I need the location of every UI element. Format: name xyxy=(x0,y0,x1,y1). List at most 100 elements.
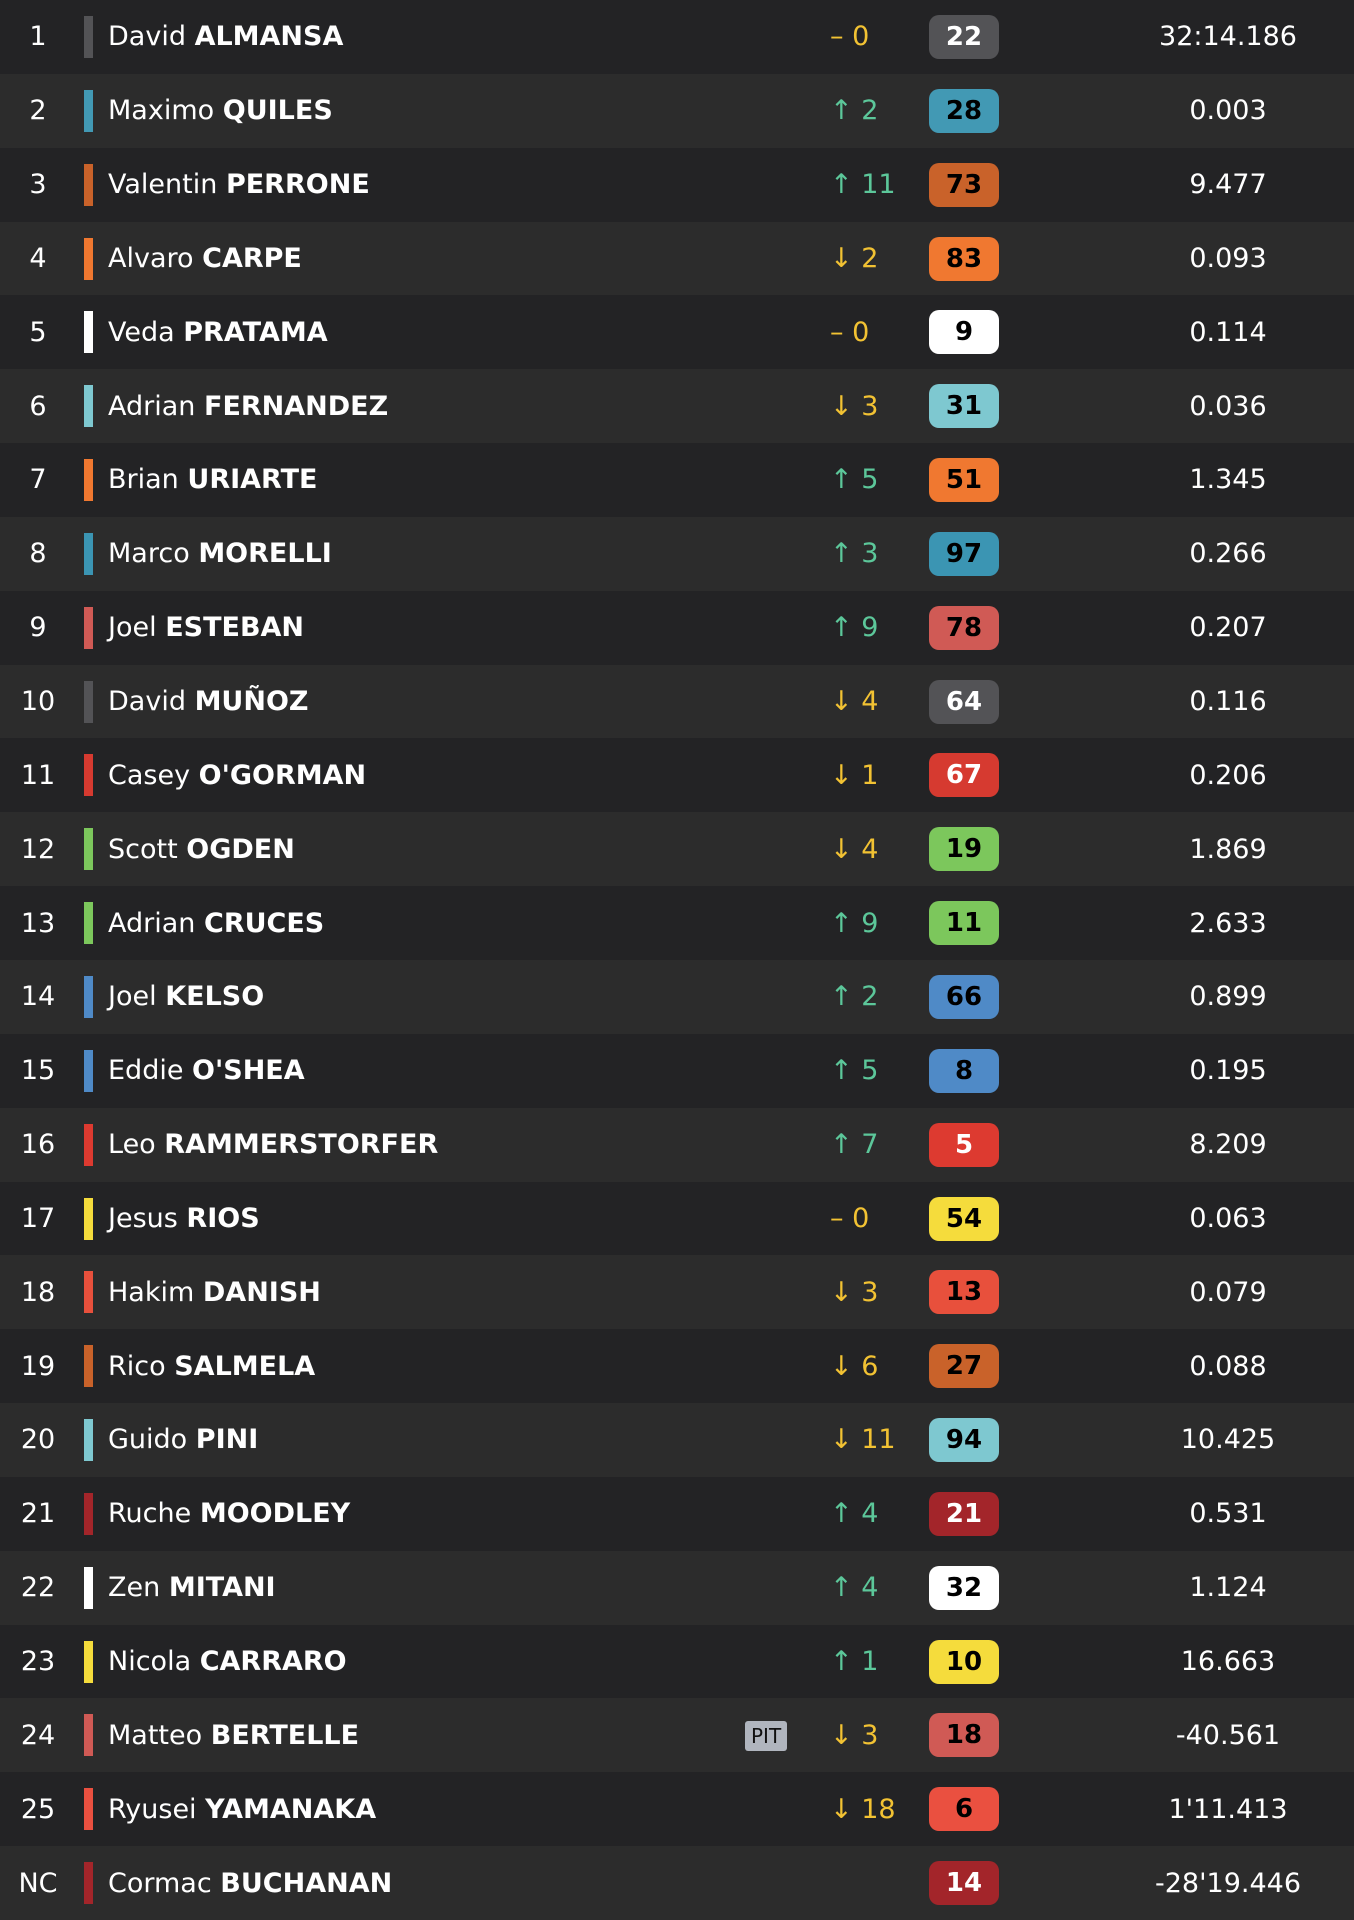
position: 17 xyxy=(20,1202,56,1234)
standings-row[interactable]: 10 David MUÑOZ ↓ 4 64 0.116 xyxy=(0,664,1354,739)
standings-row[interactable]: 8 Marco MORELLI ↑ 3 97 0.266 xyxy=(0,516,1354,591)
rider-name: Rico SALMELA xyxy=(108,1351,315,1382)
standings-row[interactable]: 13 Adrian CRUCES ↑ 9 11 2.633 xyxy=(0,886,1354,960)
standings-row[interactable]: 15 Eddie O'SHEA ↑ 5 8 0.195 xyxy=(0,1033,1354,1108)
change-value: 2 xyxy=(861,242,879,274)
change-value: 5 xyxy=(861,1055,879,1087)
gap-time: 0.036 xyxy=(1189,390,1267,422)
dash-icon: – xyxy=(830,1202,844,1234)
position-change: – 0 xyxy=(830,1203,869,1234)
standings-row[interactable]: 21 Ruche MOODLEY ↑ 4 21 0.531 xyxy=(0,1476,1354,1551)
standings-row[interactable]: 5 Veda PRATAMA – 0 9 0.114 xyxy=(0,295,1354,370)
standings-row[interactable]: 20 Guido PINI ↓ 11 94 10.425 xyxy=(0,1403,1354,1477)
gap-time: -40.561 xyxy=(1175,1719,1281,1751)
rider-name: Veda PRATAMA xyxy=(108,317,328,348)
position: 20 xyxy=(20,1424,56,1456)
first-name: Rico xyxy=(108,1350,166,1382)
standings-row[interactable]: 2 Maximo QUILES ↑ 2 28 0.003 xyxy=(0,73,1354,148)
arrow-up-icon: ↑ xyxy=(830,612,853,644)
first-name: Joel xyxy=(108,612,157,644)
team-color-bar xyxy=(84,311,93,354)
standings-row[interactable]: 22 Zen MITANI ↑ 4 32 1.124 xyxy=(0,1550,1354,1625)
position-change: – 0 xyxy=(830,317,869,348)
standings-row[interactable]: 3 Valentin PERRONE ↑ 11 73 9.477 xyxy=(0,147,1354,222)
rider-number-badge: 21 xyxy=(929,1491,999,1536)
standings-row[interactable]: 11 Casey O'GORMAN ↓ 1 67 0.206 xyxy=(0,738,1354,813)
standings-row[interactable]: 16 Leo RAMMERSTORFER ↑ 7 5 8.209 xyxy=(0,1107,1354,1182)
arrow-down-icon: ↓ xyxy=(830,1793,853,1825)
team-color-bar xyxy=(84,89,93,132)
last-name: PRATAMA xyxy=(183,316,328,348)
standings-row[interactable]: 19 Rico SALMELA ↓ 6 27 0.088 xyxy=(0,1329,1354,1404)
gap-time: 0.093 xyxy=(1189,242,1267,274)
last-name: CARPE xyxy=(202,242,302,274)
arrow-up-icon: ↑ xyxy=(830,538,853,570)
standings-row[interactable]: 14 Joel KELSO ↑ 2 66 0.899 xyxy=(0,959,1354,1034)
gap-time: 0.116 xyxy=(1189,686,1267,718)
change-value: 7 xyxy=(861,1129,879,1161)
position-change: ↑ 4 xyxy=(830,1572,878,1603)
first-name: Eddie xyxy=(108,1055,184,1087)
team-color-bar xyxy=(84,163,93,206)
standings-row[interactable]: 17 Jesus RIOS – 0 54 0.063 xyxy=(0,1181,1354,1256)
rider-number-badge: 54 xyxy=(929,1196,999,1241)
arrow-down-icon: ↓ xyxy=(830,1350,853,1382)
standings-row[interactable]: NC Cormac BUCHANAN 14 -28'19.446 xyxy=(0,1846,1354,1920)
arrow-up-icon: ↑ xyxy=(830,1645,853,1677)
last-name: YAMANAKA xyxy=(205,1793,377,1825)
arrow-down-icon: ↓ xyxy=(830,1424,853,1456)
gap-time: 0.899 xyxy=(1189,981,1267,1013)
last-name: SALMELA xyxy=(174,1350,316,1382)
rider-number-badge: 28 xyxy=(929,88,999,133)
gap-time: 0.079 xyxy=(1189,1276,1267,1308)
rider-number-badge: 32 xyxy=(929,1565,999,1610)
team-color-bar xyxy=(84,237,93,280)
rider-name: Hakim DANISH xyxy=(108,1277,321,1308)
position-change: ↑ 1 xyxy=(830,1646,878,1677)
rider-name: Joel KELSO xyxy=(108,981,264,1012)
position: 7 xyxy=(29,464,47,496)
standings-row[interactable]: 7 Brian URIARTE ↑ 5 51 1.345 xyxy=(0,443,1354,517)
change-value: 9 xyxy=(861,907,879,939)
standings-row[interactable]: 23 Nicola CARRARO ↑ 1 10 16.663 xyxy=(0,1624,1354,1699)
standings-row[interactable]: 4 Alvaro CARPE ↓ 2 83 0.093 xyxy=(0,221,1354,296)
change-value: 9 xyxy=(861,612,879,644)
rider-name: Matteo BERTELLE xyxy=(108,1720,359,1751)
position-change: ↓ 11 xyxy=(830,1424,896,1455)
rider-name: Joel ESTEBAN xyxy=(108,612,304,643)
rider-number-badge: 27 xyxy=(929,1344,999,1389)
position-change: ↓ 1 xyxy=(830,760,878,791)
arrow-up-icon: ↑ xyxy=(830,1129,853,1161)
rider-name: Casey O'GORMAN xyxy=(108,760,366,791)
standings-row[interactable]: 18 Hakim DANISH ↓ 3 13 0.079 xyxy=(0,1255,1354,1330)
standings-row[interactable]: 24 Matteo BERTELLE PIT ↓ 3 18 -40.561 xyxy=(0,1698,1354,1773)
gap-time: 1.124 xyxy=(1189,1572,1267,1604)
rider-name: Adrian FERNANDEZ xyxy=(108,391,388,422)
last-name: URIARTE xyxy=(187,464,318,496)
first-name: David xyxy=(108,686,186,718)
gap-time: 10.425 xyxy=(1180,1424,1276,1456)
position: 14 xyxy=(20,981,56,1013)
rider-name: Jesus RIOS xyxy=(108,1203,260,1234)
change-value: 4 xyxy=(861,833,879,865)
gap-time: 2.633 xyxy=(1189,907,1267,939)
rider-name: Cormac BUCHANAN xyxy=(108,1868,392,1899)
standings-row[interactable]: 1 David ALMANSA – 0 22 32:14.186 xyxy=(0,0,1354,74)
position: 23 xyxy=(20,1645,56,1677)
standings-row[interactable]: 12 Scott OGDEN ↓ 4 19 1.869 xyxy=(0,812,1354,887)
first-name: Veda xyxy=(108,316,175,348)
arrow-down-icon: ↓ xyxy=(830,759,853,791)
rider-name: Eddie O'SHEA xyxy=(108,1055,305,1086)
first-name: Casey xyxy=(108,759,191,791)
standings-row[interactable]: 25 Ryusei YAMANAKA ↓ 18 6 1'11.413 xyxy=(0,1772,1354,1847)
change-value: 3 xyxy=(861,538,879,570)
position-change: ↑ 5 xyxy=(830,1055,878,1086)
arrow-up-icon: ↑ xyxy=(830,95,853,127)
first-name: Brian xyxy=(108,464,179,496)
team-color-bar xyxy=(84,606,93,649)
standings-row[interactable]: 9 Joel ESTEBAN ↑ 9 78 0.207 xyxy=(0,590,1354,665)
team-color-bar xyxy=(84,385,93,428)
team-color-bar xyxy=(84,828,93,871)
standings-row[interactable]: 6 Adrian FERNANDEZ ↓ 3 31 0.036 xyxy=(0,369,1354,444)
position-change: ↓ 3 xyxy=(830,391,878,422)
